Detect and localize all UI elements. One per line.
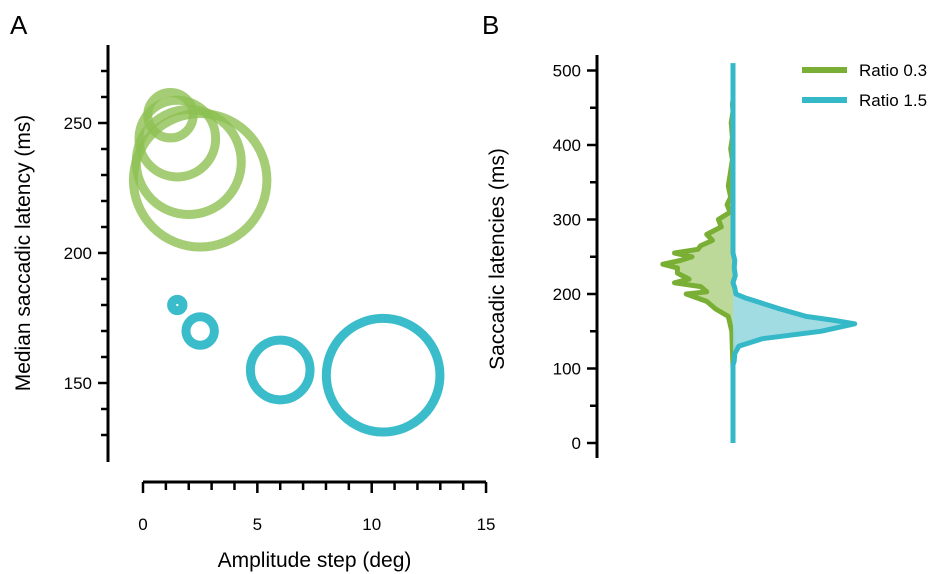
panel-b-density-fill bbox=[733, 63, 855, 443]
panel-a-x-tick-label: 10 bbox=[362, 515, 381, 534]
panel-b-label: B bbox=[482, 10, 499, 40]
panel-a-bubble bbox=[167, 294, 188, 316]
panel-a-scatter: 150 200 250 0 5 10 15 Amplitude step (deg) Media… bbox=[12, 45, 496, 572]
panel-b-density-line bbox=[730, 63, 858, 443]
panel-b-y-tick-label: 100 bbox=[553, 360, 581, 379]
panel-a-x-tick-label: 5 bbox=[253, 515, 262, 534]
panel-b-y-tick-label: 300 bbox=[553, 211, 581, 230]
panel-a-y-tick-label: 250 bbox=[64, 114, 92, 133]
panel-a-bubble bbox=[321, 313, 445, 437]
panel-a-bubble bbox=[181, 312, 219, 350]
panel-a-y-tick-label: 200 bbox=[64, 244, 92, 263]
panel-b-legend-label: Ratio 1.5 bbox=[859, 91, 927, 110]
panel-a-bubble bbox=[245, 335, 315, 405]
panel-b-y-tick-label: 500 bbox=[553, 62, 581, 81]
panel-a-y-tick-label: 150 bbox=[64, 374, 92, 393]
panel-b-legend-label: Ratio 0.3 bbox=[859, 61, 927, 80]
panel-a-y-axis-title: Median saccadic latency (ms) bbox=[12, 115, 35, 392]
panel-b-y-tick-label: 400 bbox=[553, 136, 581, 155]
panel-b-density-fill bbox=[662, 100, 733, 369]
panel-a-x-tick-label: 15 bbox=[477, 515, 496, 534]
panel-a-x-axis-title: Amplitude step (deg) bbox=[218, 549, 412, 572]
panel-a-x-tick-label: 0 bbox=[138, 515, 147, 534]
panel-b-y-tick-label: 0 bbox=[572, 434, 581, 453]
panel-a-label: A bbox=[10, 10, 28, 40]
panel-b-y-tick-label: 200 bbox=[553, 285, 581, 304]
panel-b-distribution: 0 100 200 300 400 500 Saccadic latencies (ms) R… bbox=[486, 55, 927, 458]
panel-b-y-axis-title: Saccadic latencies (ms) bbox=[486, 148, 509, 370]
panel-a-bubble bbox=[128, 108, 272, 252]
